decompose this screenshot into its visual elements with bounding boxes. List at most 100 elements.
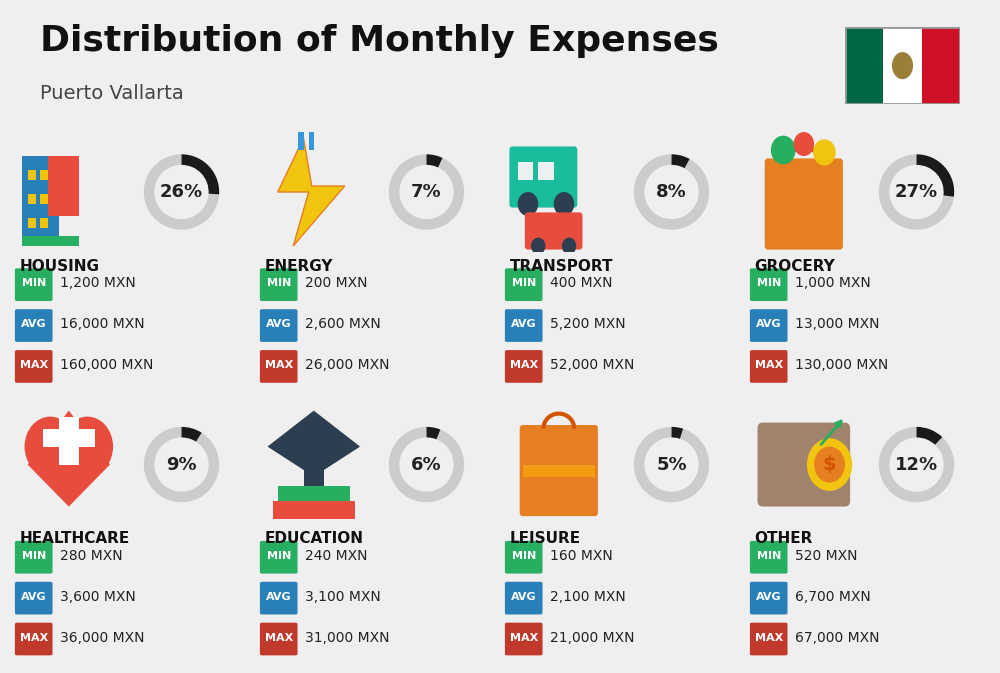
Text: MIN: MIN [22, 551, 46, 561]
Wedge shape [916, 427, 942, 445]
FancyBboxPatch shape [750, 581, 788, 614]
Wedge shape [879, 154, 954, 229]
Circle shape [518, 192, 538, 216]
Text: AVG: AVG [511, 592, 537, 602]
Bar [28, 170, 36, 180]
Bar [48, 156, 79, 216]
Text: 3,100 MXN: 3,100 MXN [305, 590, 380, 604]
Bar [28, 219, 36, 228]
Text: MAX: MAX [265, 360, 293, 370]
FancyBboxPatch shape [750, 541, 788, 573]
FancyBboxPatch shape [750, 350, 788, 383]
Text: Distribution of Monthly Expenses: Distribution of Monthly Expenses [40, 24, 719, 58]
Text: MAX: MAX [510, 633, 538, 643]
Bar [22, 156, 59, 240]
Text: 16,000 MXN: 16,000 MXN [60, 317, 144, 331]
Text: AVG: AVG [21, 592, 47, 602]
Text: GROCERY: GROCERY [755, 259, 835, 274]
Text: 160 MXN: 160 MXN [550, 549, 612, 563]
Wedge shape [426, 427, 440, 439]
Text: MIN: MIN [757, 551, 781, 561]
FancyBboxPatch shape [750, 623, 788, 656]
FancyBboxPatch shape [520, 425, 598, 516]
Circle shape [62, 417, 113, 476]
Wedge shape [144, 154, 219, 229]
FancyBboxPatch shape [15, 581, 53, 614]
FancyBboxPatch shape [750, 309, 788, 342]
Text: 31,000 MXN: 31,000 MXN [305, 631, 389, 645]
Text: MIN: MIN [267, 551, 291, 561]
Text: 26,000 MXN: 26,000 MXN [305, 358, 389, 372]
Text: 12%: 12% [895, 456, 938, 474]
Text: MIN: MIN [512, 279, 536, 288]
Text: 6%: 6% [411, 456, 442, 474]
Text: 2,600 MXN: 2,600 MXN [305, 317, 380, 331]
Bar [304, 441, 324, 489]
Text: EDUCATION: EDUCATION [265, 532, 364, 546]
Text: LEISURE: LEISURE [510, 532, 581, 546]
Polygon shape [28, 411, 110, 507]
Wedge shape [634, 427, 709, 502]
Text: MAX: MAX [510, 360, 538, 370]
Bar [40, 194, 48, 204]
Bar [298, 132, 304, 150]
FancyBboxPatch shape [757, 423, 850, 507]
Text: 52,000 MXN: 52,000 MXN [550, 358, 634, 372]
Ellipse shape [892, 52, 913, 79]
Text: MAX: MAX [755, 360, 783, 370]
Text: 130,000 MXN: 130,000 MXN [795, 358, 888, 372]
Bar [845, 27, 883, 104]
Text: MAX: MAX [20, 633, 48, 643]
Bar [22, 236, 79, 246]
Text: AVG: AVG [21, 319, 47, 329]
FancyBboxPatch shape [505, 309, 543, 342]
Text: OTHER: OTHER [755, 532, 813, 546]
Text: 9%: 9% [166, 456, 197, 474]
Text: 240 MXN: 240 MXN [305, 549, 367, 563]
Text: 200 MXN: 200 MXN [305, 277, 367, 290]
Text: 160,000 MXN: 160,000 MXN [60, 358, 153, 372]
Text: HOUSING: HOUSING [20, 259, 100, 274]
Bar [278, 486, 350, 501]
Text: 21,000 MXN: 21,000 MXN [550, 631, 634, 645]
Text: 27%: 27% [895, 183, 938, 201]
Text: HEALTHCARE: HEALTHCARE [20, 532, 130, 546]
Bar [883, 27, 922, 104]
Circle shape [771, 136, 796, 164]
FancyBboxPatch shape [260, 350, 298, 383]
FancyBboxPatch shape [260, 269, 298, 301]
Bar [28, 194, 36, 204]
Text: MIN: MIN [22, 279, 46, 288]
FancyBboxPatch shape [260, 623, 298, 656]
Wedge shape [389, 154, 464, 229]
Text: AVG: AVG [266, 319, 292, 329]
Bar [518, 162, 533, 180]
Text: 26%: 26% [160, 183, 203, 201]
Bar [273, 501, 355, 518]
Circle shape [554, 192, 574, 216]
Text: AVG: AVG [756, 592, 782, 602]
Wedge shape [426, 154, 443, 168]
Circle shape [25, 417, 76, 476]
Circle shape [813, 139, 836, 166]
Text: 520 MXN: 520 MXN [795, 549, 857, 563]
Text: 2,100 MXN: 2,100 MXN [550, 590, 625, 604]
Bar [523, 464, 595, 476]
FancyBboxPatch shape [15, 309, 53, 342]
Text: 67,000 MXN: 67,000 MXN [795, 631, 879, 645]
Text: 3,600 MXN: 3,600 MXN [60, 590, 135, 604]
Text: AVG: AVG [511, 319, 537, 329]
Wedge shape [182, 154, 219, 194]
Bar [922, 27, 960, 104]
Text: MAX: MAX [265, 633, 293, 643]
Text: AVG: AVG [756, 319, 782, 329]
Circle shape [531, 238, 545, 254]
FancyBboxPatch shape [505, 350, 543, 383]
Text: MIN: MIN [757, 279, 781, 288]
Wedge shape [916, 154, 954, 197]
FancyBboxPatch shape [505, 541, 543, 573]
Text: 280 MXN: 280 MXN [60, 549, 122, 563]
FancyBboxPatch shape [765, 158, 843, 250]
Text: 5%: 5% [656, 456, 687, 474]
Circle shape [794, 132, 814, 156]
